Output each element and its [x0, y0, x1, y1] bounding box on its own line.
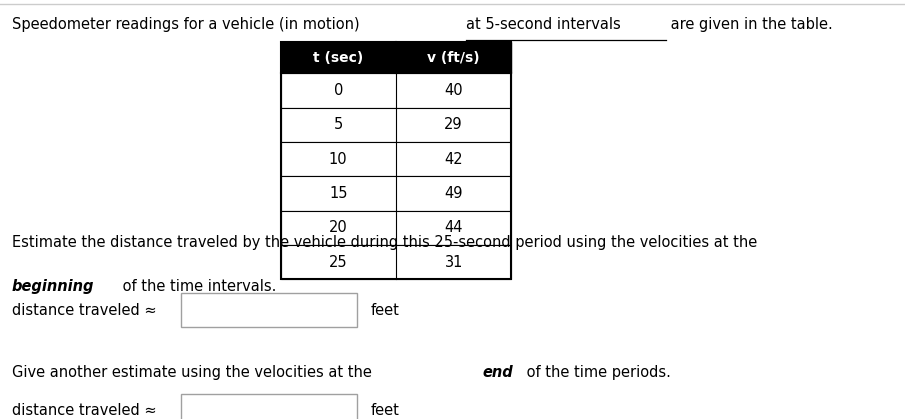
Text: of the time intervals.: of the time intervals. [119, 279, 277, 294]
Text: 42: 42 [444, 152, 463, 167]
Text: feet: feet [371, 403, 400, 418]
FancyBboxPatch shape [181, 293, 357, 327]
Text: 44: 44 [444, 220, 462, 235]
FancyBboxPatch shape [281, 176, 511, 211]
Text: v (ft/s): v (ft/s) [427, 51, 480, 65]
Text: 10: 10 [329, 152, 348, 167]
Text: are given in the table.: are given in the table. [666, 17, 833, 32]
Text: 40: 40 [444, 83, 463, 98]
Text: 31: 31 [444, 255, 462, 270]
Text: 5: 5 [334, 117, 343, 132]
Text: 15: 15 [329, 186, 348, 201]
Text: Speedometer readings for a vehicle (in motion): Speedometer readings for a vehicle (in m… [12, 17, 364, 32]
Text: distance traveled ≈: distance traveled ≈ [12, 403, 157, 418]
Text: Give another estimate using the velocities at the: Give another estimate using the velociti… [12, 365, 376, 380]
Text: at 5-second intervals: at 5-second intervals [466, 17, 621, 32]
FancyBboxPatch shape [281, 42, 511, 73]
FancyBboxPatch shape [281, 142, 511, 176]
Text: 25: 25 [329, 255, 348, 270]
Text: Estimate the distance traveled by the vehicle during this 25-second period using: Estimate the distance traveled by the ve… [12, 235, 757, 250]
FancyBboxPatch shape [181, 394, 357, 419]
FancyBboxPatch shape [281, 108, 511, 142]
FancyBboxPatch shape [281, 245, 511, 279]
Text: 0: 0 [334, 83, 343, 98]
Text: feet: feet [371, 303, 400, 318]
Text: distance traveled ≈: distance traveled ≈ [12, 303, 157, 318]
Text: 29: 29 [444, 117, 463, 132]
FancyBboxPatch shape [281, 73, 511, 108]
FancyBboxPatch shape [281, 211, 511, 245]
Text: t (sec): t (sec) [313, 51, 364, 65]
Text: end: end [482, 365, 513, 380]
Text: of the time periods.: of the time periods. [522, 365, 671, 380]
Text: 49: 49 [444, 186, 462, 201]
Text: 20: 20 [329, 220, 348, 235]
Text: beginning: beginning [12, 279, 94, 294]
